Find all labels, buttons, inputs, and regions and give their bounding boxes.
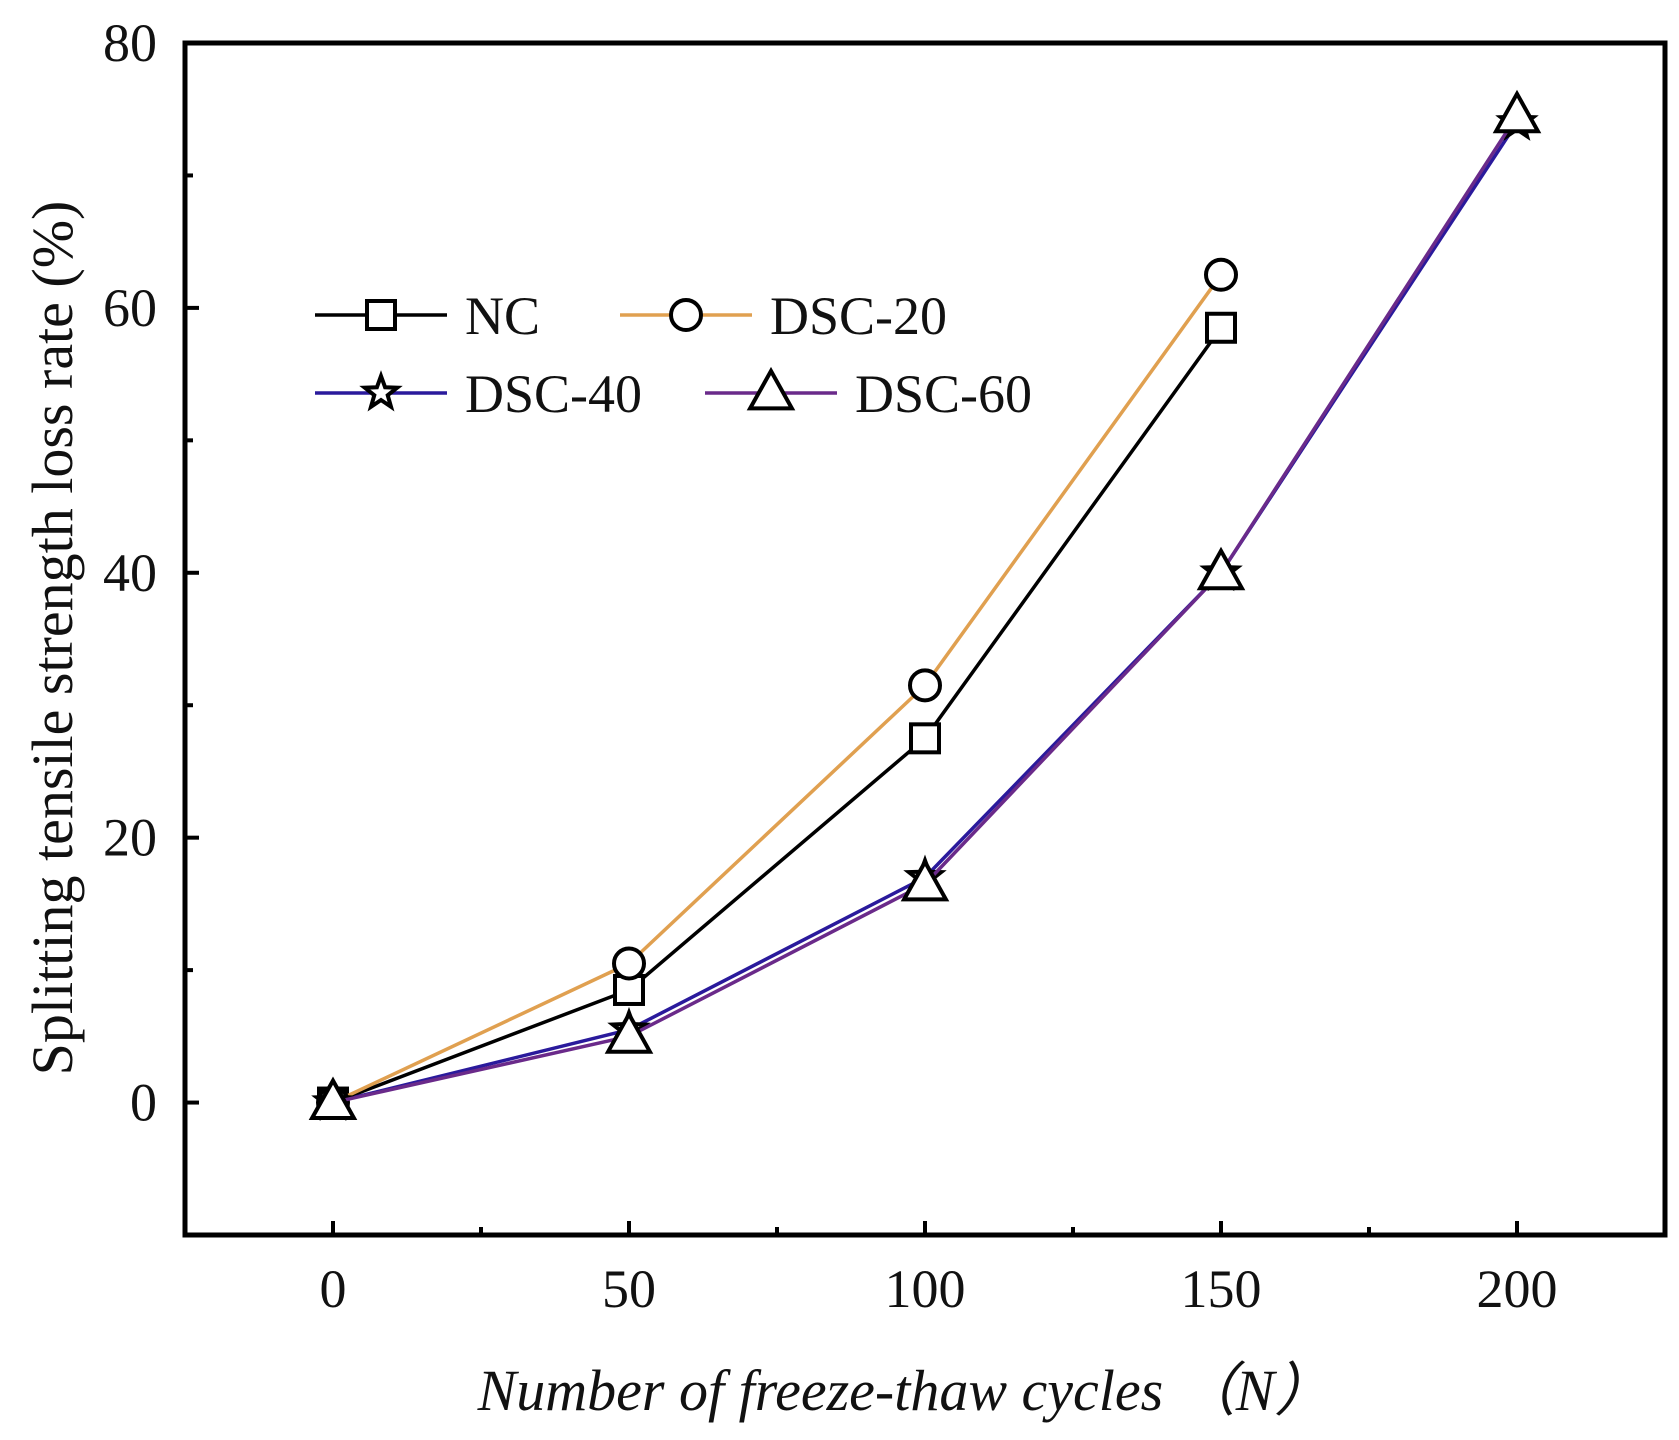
x-tick-label: 100 xyxy=(885,1259,966,1319)
y-tick-label: 80 xyxy=(103,13,157,73)
data-point xyxy=(612,946,646,981)
legend-marker xyxy=(669,298,703,332)
data-point xyxy=(1204,257,1238,292)
legend-label: NC xyxy=(465,286,540,346)
axes-layer: 0 50 100 150 200 0 20 40 60 80 xyxy=(103,13,1668,1319)
y-axis-title: Splitting tensile strength loss rate (%) xyxy=(20,201,85,1076)
legend: NC DSC-20 DSC-40 DSC-60 xyxy=(315,286,1032,424)
x-tick-label: 150 xyxy=(1181,1259,1262,1319)
legend-item-dsc-20: DSC-20 xyxy=(620,286,947,346)
data-point xyxy=(1205,311,1237,344)
series-layer xyxy=(308,89,1542,1121)
data-point xyxy=(900,857,950,902)
y-tick-label: 60 xyxy=(103,278,157,338)
data-point xyxy=(308,1076,358,1120)
series-nc xyxy=(317,311,1237,1119)
legend-marker xyxy=(365,299,397,331)
y-tick-label: 20 xyxy=(103,808,157,868)
legend-label: DSC-20 xyxy=(770,286,947,346)
data-point xyxy=(1492,89,1542,134)
legend-item-nc: NC xyxy=(315,286,540,346)
x-axis-title: Number of freeze-thaw cycles （N） xyxy=(477,1358,1333,1423)
data-point xyxy=(604,1010,654,1054)
y-tick-label: 0 xyxy=(130,1073,157,1133)
x-tick-label: 200 xyxy=(1477,1259,1558,1319)
x-tick-label: 0 xyxy=(320,1259,347,1319)
legend-marker xyxy=(746,366,796,411)
plot-frame xyxy=(182,40,1668,1238)
series-line xyxy=(332,326,1223,1105)
series-dsc-40 xyxy=(311,99,1539,1121)
data-point xyxy=(909,722,941,755)
data-point xyxy=(1196,546,1246,591)
data-point xyxy=(908,668,942,703)
series-line xyxy=(332,114,1519,1105)
legend-label: DSC-40 xyxy=(465,364,642,424)
y-tick-label: 40 xyxy=(103,543,157,603)
series-line xyxy=(332,273,1223,1105)
legend-item-dsc-40: DSC-40 xyxy=(315,364,642,424)
series-dsc-60 xyxy=(308,89,1542,1120)
legend-item-dsc-60: DSC-60 xyxy=(705,364,1032,424)
legend-marker xyxy=(359,370,403,412)
x-tick-label: 50 xyxy=(602,1259,656,1319)
legend-label: DSC-60 xyxy=(855,364,1032,424)
series-line xyxy=(332,121,1519,1105)
